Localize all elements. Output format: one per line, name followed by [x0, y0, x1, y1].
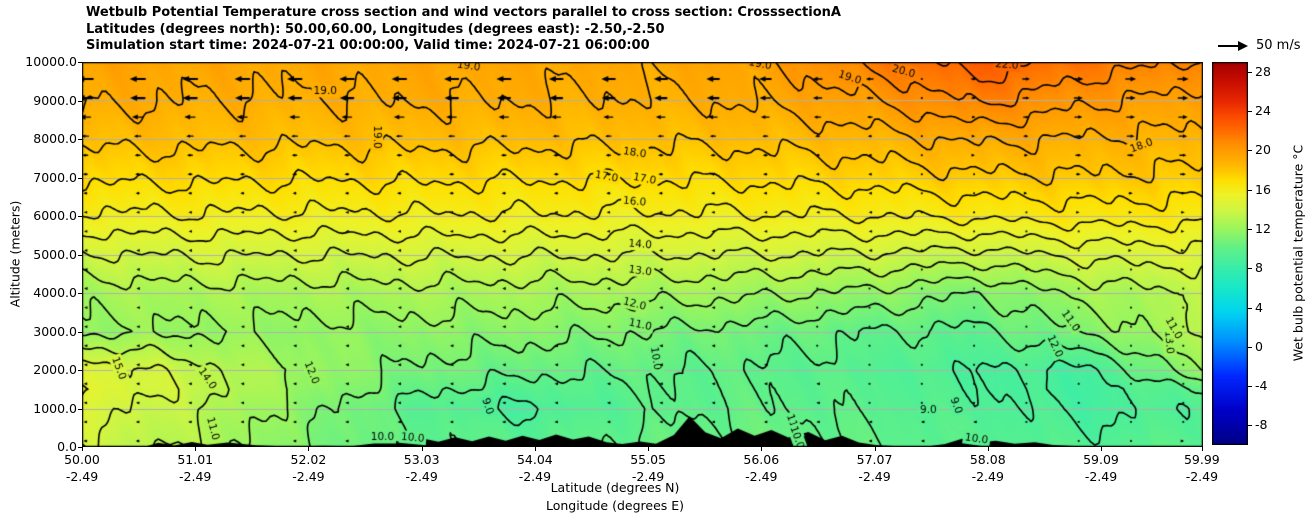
colorbar-tick-mark	[1248, 425, 1252, 427]
x-tick-label-longitude: -2.49	[1084, 469, 1118, 484]
colorbar-label: Wet bulb potential temperature °C	[1290, 144, 1306, 362]
colorbar-tick-label: 20	[1255, 142, 1271, 158]
colorbar-tick-mark	[1248, 71, 1252, 73]
x-tick-mark	[987, 447, 989, 451]
colorbar-tick-label: 16	[1255, 181, 1271, 197]
x-tick-mark	[421, 447, 423, 451]
y-tick-label: 7000.0	[33, 169, 77, 185]
y-tick-label: 10000.0	[25, 54, 77, 69]
colorbar-tick-label: 4	[1255, 299, 1263, 315]
wind-scale-arrowhead-icon	[1238, 41, 1248, 51]
y-tick-mark	[78, 177, 82, 179]
x-tick-label-longitude: -2.49	[179, 469, 212, 484]
x-tick-label-latitude: 51.01	[177, 452, 214, 467]
y-tick-label: 4000.0	[33, 285, 77, 300]
colorbar-tick-label: 24	[1255, 103, 1271, 119]
x-tick-label-latitude: 57.07	[856, 452, 893, 467]
x-tick-label-latitude: 53.03	[403, 452, 440, 467]
x-tick-label-longitude: -2.49	[292, 469, 325, 484]
y-tick-label: 1000.0	[33, 400, 77, 416]
y-tick-mark	[78, 447, 82, 448]
x-tick-label-latitude: 56.06	[743, 452, 780, 467]
x-tick-mark	[761, 447, 763, 451]
wind-scale-label: 50 m/s	[1256, 38, 1301, 53]
colorbar-tick-mark	[1248, 386, 1252, 388]
y-tick-mark	[78, 370, 82, 371]
x-tick-label-longitude: -2.49	[65, 469, 99, 484]
y-tick-mark	[78, 216, 82, 217]
x-axis-label-latitude: Latitude (degrees N)	[550, 480, 680, 495]
x-tick-label-latitude: 50.00	[64, 452, 100, 467]
x-tick-mark	[195, 447, 197, 451]
colorbar-tick-label: 0	[1255, 338, 1263, 354]
x-tick-mark	[874, 447, 876, 451]
y-tick-label: 0.0	[57, 439, 77, 454]
colorbar-tick-mark	[1248, 111, 1252, 113]
y-tick-label: 6000.0	[33, 208, 77, 223]
figure-title: Wetbulb Potential Temperature cross sect…	[86, 5, 841, 55]
x-tick-mark	[534, 447, 536, 451]
x-tick-label-longitude: -2.49	[1185, 469, 1219, 484]
x-tick-label-longitude: -2.49	[405, 469, 438, 484]
y-tick-label: 2000.0	[33, 362, 77, 377]
x-tick-label-latitude: 55.05	[630, 452, 666, 467]
colorbar-tick-label: -8	[1255, 417, 1268, 433]
x-tick-mark	[82, 447, 83, 451]
x-tick-mark	[1100, 447, 1102, 451]
y-tick-label: 3000.0	[33, 323, 77, 339]
y-tick-mark	[78, 62, 82, 63]
colorbar-tick-mark	[1248, 307, 1252, 309]
colorbar-tick-mark	[1248, 228, 1252, 230]
y-tick-mark	[78, 293, 82, 294]
y-tick-mark	[78, 139, 82, 140]
colorbar-tick-label: 12	[1255, 220, 1271, 236]
y-tick-mark	[78, 331, 82, 333]
x-tick-mark	[308, 447, 310, 451]
x-tick-label-longitude: -2.49	[631, 469, 665, 484]
colorbar-tick-label: 28	[1255, 63, 1271, 79]
y-tick-label: 5000.0	[33, 246, 77, 262]
colorbar-tick-label: 8	[1255, 260, 1263, 276]
x-tick-label-latitude: 59.09	[1083, 452, 1119, 467]
x-tick-mark	[648, 447, 650, 451]
y-tick-mark	[78, 100, 82, 102]
y-tick-mark	[78, 254, 82, 256]
title-line-1: Wetbulb Potential Temperature cross sect…	[86, 5, 841, 20]
x-tick-label-latitude: 58.08	[969, 452, 1006, 467]
y-tick-label: 9000.0	[33, 92, 77, 108]
colorbar-tick-mark	[1248, 150, 1252, 152]
x-tick-label-latitude: 52.02	[290, 452, 327, 467]
x-axis-label-longitude: Longitude (degrees E)	[545, 498, 685, 513]
y-tick-mark	[78, 408, 82, 410]
x-tick-label-latitude: 59.99	[1183, 452, 1220, 467]
x-tick-label-longitude: -2.49	[518, 469, 552, 484]
title-line-3: Simulation start time: 2024-07-21 00:00:…	[86, 38, 650, 53]
colorbar-tick-mark	[1248, 189, 1252, 191]
y-tick-label: 8000.0	[33, 131, 77, 146]
x-tick-label-longitude: -2.49	[971, 469, 1004, 484]
x-tick-label-longitude: -2.49	[858, 469, 891, 484]
colorbar	[1212, 62, 1248, 445]
colorbar-tick-mark	[1248, 268, 1252, 270]
cross-section-plot	[82, 62, 1203, 447]
title-line-2: Latitudes (degrees north): 50.00,60.00, …	[86, 21, 665, 37]
colorbar-tick-label: -4	[1255, 378, 1268, 394]
x-tick-label-latitude: 54.04	[516, 452, 553, 467]
colorbar-tick-mark	[1248, 346, 1252, 348]
wind-scale-arrow	[1218, 45, 1240, 47]
x-tick-mark	[1201, 447, 1203, 451]
x-tick-label-longitude: -2.49	[745, 469, 778, 484]
